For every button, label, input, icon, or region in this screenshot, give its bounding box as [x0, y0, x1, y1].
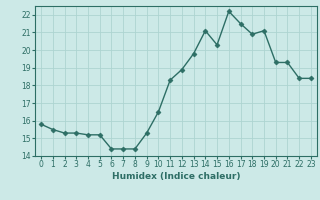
X-axis label: Humidex (Indice chaleur): Humidex (Indice chaleur): [112, 172, 240, 181]
